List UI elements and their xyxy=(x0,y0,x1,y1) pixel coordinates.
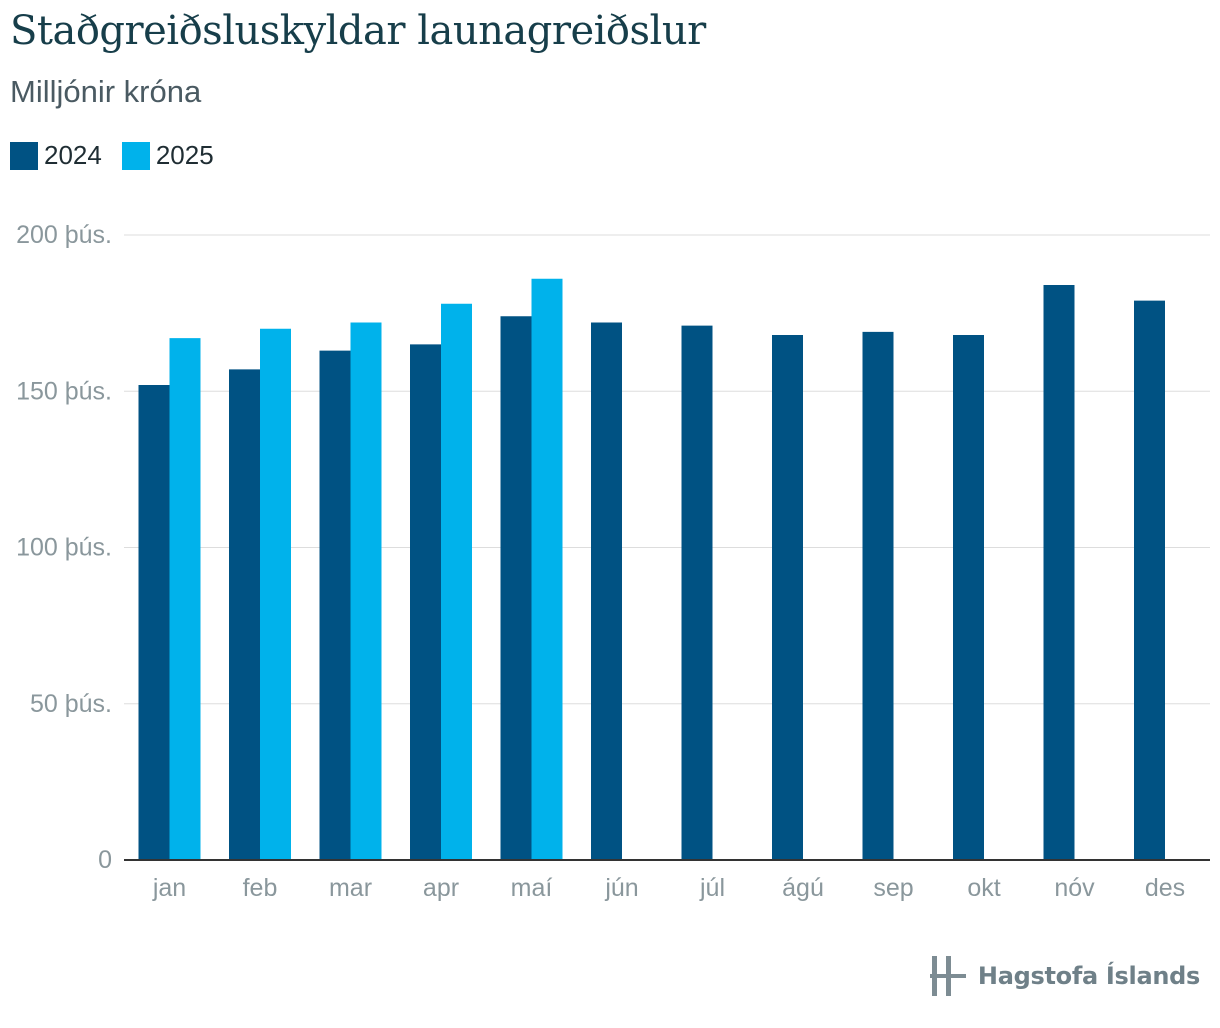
bar-2025-jan xyxy=(169,338,201,860)
y-tick-label: 100 þús. xyxy=(16,534,112,562)
x-tick-label: apr xyxy=(423,874,459,902)
x-tick-label: maí xyxy=(511,874,553,902)
legend-item-2025[interactable]: 2025 xyxy=(121,140,214,171)
x-tick-label: mar xyxy=(329,874,372,902)
hagstofa-logo: Hagstofa Íslands xyxy=(929,952,1200,1000)
x-tick-label: jún xyxy=(604,874,638,902)
logo-text: Hagstofa Íslands xyxy=(977,962,1200,990)
x-tick-label: ágú xyxy=(782,874,824,902)
bar-2024-jún xyxy=(591,322,622,860)
bar-2025-maí xyxy=(531,278,563,860)
legend-swatch-2025 xyxy=(121,141,150,170)
legend-label-2025: 2025 xyxy=(155,140,214,170)
bar-2024-maí xyxy=(500,316,532,860)
bar-2024-mar xyxy=(319,350,351,860)
bar-chart: 0 50 þús. 100 þús. 150 þús. 200 þús. jan feb ma… xyxy=(16,221,1210,902)
bar-2025-apr xyxy=(441,303,472,860)
y-tick-label: 0 xyxy=(98,846,112,874)
bar-2024-feb xyxy=(229,369,260,860)
x-tick-label: des xyxy=(1145,874,1185,902)
x-tick-label: júl xyxy=(699,874,725,902)
chart-subtitle: Milljónir króna xyxy=(10,74,202,109)
legend-item-2024[interactable]: 2024 xyxy=(10,140,102,171)
x-tick-label: sep xyxy=(873,874,913,902)
y-tick-label: 50 þús. xyxy=(30,690,112,718)
bar-2024-des xyxy=(1134,300,1165,860)
bar-2025-feb xyxy=(260,328,291,860)
y-tick-label: 200 þús. xyxy=(16,221,112,249)
x-tick-label: feb xyxy=(243,874,278,902)
x-tick-label: nóv xyxy=(1054,874,1095,902)
bar-2024-júl xyxy=(681,325,713,860)
y-tick-label: 150 þús. xyxy=(16,377,112,405)
bar-2024-apr xyxy=(410,344,441,860)
legend: 2024 2025 xyxy=(10,140,234,171)
bar-2024-sep xyxy=(862,331,894,860)
bar-2024-ágú xyxy=(772,335,803,860)
legend-swatch-2024 xyxy=(10,141,38,170)
bar-2024-okt xyxy=(953,335,984,860)
bar-2024-nóv xyxy=(1043,285,1075,860)
chart-title: Staðgreiðsluskyldar launagreiðslur xyxy=(10,8,706,54)
bar-2025-mar xyxy=(350,322,382,860)
bar-2024-jan xyxy=(138,385,170,860)
x-tick-label: jan xyxy=(152,874,186,902)
hagstofa-logo-icon xyxy=(929,956,966,996)
x-tick-label: okt xyxy=(967,874,1000,902)
legend-label-2024: 2024 xyxy=(44,140,102,170)
